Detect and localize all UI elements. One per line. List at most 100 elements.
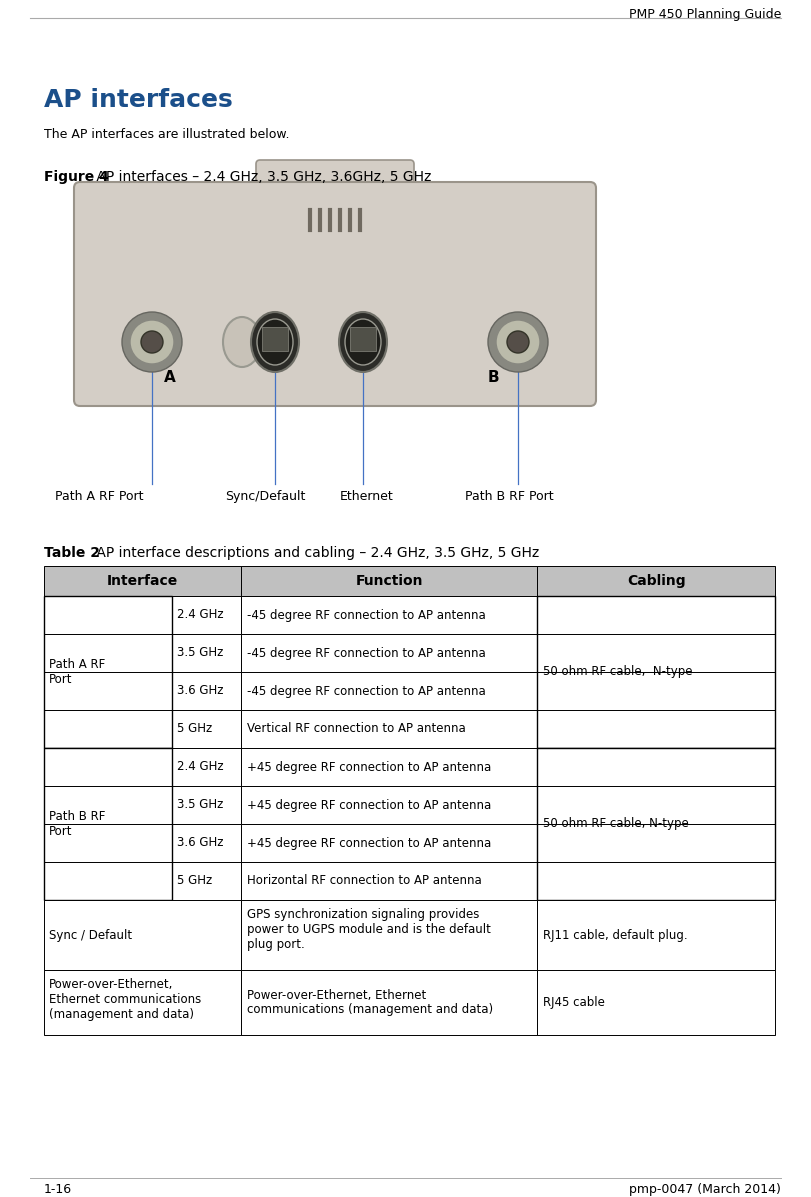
Bar bbox=[538, 970, 775, 1035]
Bar bbox=[242, 672, 538, 710]
Text: pmp-0047 (March 2014): pmp-0047 (March 2014) bbox=[629, 1183, 781, 1196]
Bar bbox=[538, 596, 775, 634]
Bar bbox=[242, 786, 538, 824]
Text: Interface: Interface bbox=[107, 575, 178, 588]
FancyBboxPatch shape bbox=[256, 160, 414, 198]
Text: AP interface descriptions and cabling – 2.4 GHz, 3.5 GHz, 5 GHz: AP interface descriptions and cabling – … bbox=[92, 546, 539, 560]
Bar bbox=[538, 748, 775, 900]
Circle shape bbox=[496, 320, 540, 364]
Text: 5 GHz: 5 GHz bbox=[177, 723, 212, 735]
Bar bbox=[242, 634, 538, 672]
Bar bbox=[242, 824, 538, 862]
Text: 5 GHz: 5 GHz bbox=[177, 875, 212, 887]
Circle shape bbox=[488, 312, 548, 372]
Text: 1-16: 1-16 bbox=[44, 1183, 72, 1196]
Bar bbox=[242, 710, 538, 748]
Ellipse shape bbox=[223, 317, 261, 367]
Bar bbox=[44, 672, 172, 710]
Text: -45 degree RF connection to AP antenna: -45 degree RF connection to AP antenna bbox=[247, 608, 486, 621]
Text: Power-over-Ethernet,
Ethernet communications
(management and data): Power-over-Ethernet, Ethernet communicat… bbox=[49, 978, 201, 1021]
Text: GPS synchronization signaling provides
power to UGPS module and is the default
p: GPS synchronization signaling provides p… bbox=[247, 909, 491, 950]
Text: RJ11 cable, default plug.: RJ11 cable, default plug. bbox=[543, 929, 688, 942]
Text: -45 degree RF connection to AP antenna: -45 degree RF connection to AP antenna bbox=[247, 646, 486, 660]
Bar bbox=[44, 596, 172, 748]
Bar bbox=[262, 327, 288, 351]
Bar bbox=[172, 862, 242, 900]
Bar bbox=[88, 305, 582, 390]
Text: Path A RF
Port: Path A RF Port bbox=[49, 658, 105, 686]
Text: AP interfaces – 2.4 GHz, 3.5 GHz, 3.6GHz, 5 GHz: AP interfaces – 2.4 GHz, 3.5 GHz, 3.6GHz… bbox=[92, 170, 431, 184]
Bar bbox=[44, 748, 172, 900]
Text: +45 degree RF connection to AP antenna: +45 degree RF connection to AP antenna bbox=[247, 798, 491, 812]
Text: Ethernet: Ethernet bbox=[340, 490, 394, 503]
Bar bbox=[538, 824, 775, 862]
Text: +45 degree RF connection to AP antenna: +45 degree RF connection to AP antenna bbox=[247, 837, 491, 850]
Text: 3.5 GHz: 3.5 GHz bbox=[177, 646, 223, 660]
Text: 50 ohm RF cable,  N-type: 50 ohm RF cable, N-type bbox=[543, 666, 693, 679]
Bar bbox=[538, 710, 775, 748]
Bar bbox=[44, 596, 172, 634]
Bar bbox=[538, 862, 775, 900]
Bar bbox=[44, 970, 242, 1035]
Text: Vertical RF connection to AP antenna: Vertical RF connection to AP antenna bbox=[247, 723, 466, 735]
Bar bbox=[172, 596, 242, 634]
Bar bbox=[538, 566, 775, 596]
Ellipse shape bbox=[345, 318, 381, 365]
Text: Sync/Default: Sync/Default bbox=[225, 490, 306, 503]
Bar bbox=[538, 748, 775, 786]
Bar bbox=[44, 786, 172, 824]
Bar bbox=[242, 862, 538, 900]
Bar bbox=[44, 710, 172, 748]
Text: Sync / Default: Sync / Default bbox=[49, 929, 132, 942]
Bar bbox=[538, 786, 775, 824]
Text: Path B RF
Port: Path B RF Port bbox=[49, 810, 105, 838]
Bar bbox=[44, 862, 172, 900]
Bar bbox=[242, 900, 538, 970]
Circle shape bbox=[507, 332, 529, 353]
FancyBboxPatch shape bbox=[74, 182, 596, 406]
Text: The AP interfaces are illustrated below.: The AP interfaces are illustrated below. bbox=[44, 128, 290, 141]
Text: Path A RF Port: Path A RF Port bbox=[55, 490, 144, 503]
Bar bbox=[44, 824, 172, 862]
Ellipse shape bbox=[339, 312, 387, 372]
Bar bbox=[538, 634, 775, 672]
Circle shape bbox=[130, 320, 174, 364]
Text: -45 degree RF connection to AP antenna: -45 degree RF connection to AP antenna bbox=[247, 685, 486, 698]
Text: AP interfaces: AP interfaces bbox=[44, 89, 233, 113]
Text: 3.5 GHz: 3.5 GHz bbox=[177, 798, 223, 812]
Circle shape bbox=[122, 312, 182, 372]
Bar bbox=[172, 710, 242, 748]
Text: PMP 450 Planning Guide: PMP 450 Planning Guide bbox=[629, 8, 781, 22]
Bar bbox=[44, 900, 242, 970]
Bar bbox=[44, 748, 172, 786]
Text: Cabling: Cabling bbox=[627, 575, 685, 588]
Bar bbox=[172, 786, 242, 824]
Text: 2.4 GHz: 2.4 GHz bbox=[177, 760, 224, 773]
Text: +45 degree RF connection to AP antenna: +45 degree RF connection to AP antenna bbox=[247, 760, 491, 773]
Bar bbox=[172, 634, 242, 672]
Bar bbox=[242, 970, 538, 1035]
Text: 50 ohm RF cable, N-type: 50 ohm RF cable, N-type bbox=[543, 818, 689, 831]
Text: 3.6 GHz: 3.6 GHz bbox=[177, 685, 223, 698]
Bar bbox=[172, 824, 242, 862]
Text: Power-over-Ethernet, Ethernet
communications (management and data): Power-over-Ethernet, Ethernet communicat… bbox=[247, 989, 494, 1016]
Circle shape bbox=[141, 332, 163, 353]
Bar bbox=[538, 900, 775, 970]
Text: 2.4 GHz: 2.4 GHz bbox=[177, 608, 224, 621]
Text: B: B bbox=[488, 370, 500, 385]
Bar bbox=[242, 748, 538, 786]
Text: Table 2: Table 2 bbox=[44, 546, 100, 560]
Bar bbox=[350, 327, 376, 351]
Bar bbox=[242, 596, 538, 634]
Text: Path B RF Port: Path B RF Port bbox=[465, 490, 554, 503]
Bar bbox=[242, 566, 538, 596]
Text: RJ45 cable: RJ45 cable bbox=[543, 996, 605, 1009]
Bar bbox=[172, 748, 242, 786]
Bar bbox=[538, 596, 775, 748]
Bar bbox=[172, 672, 242, 710]
Ellipse shape bbox=[257, 318, 293, 365]
Text: 3.6 GHz: 3.6 GHz bbox=[177, 837, 223, 850]
Text: Function: Function bbox=[356, 575, 423, 588]
Bar bbox=[44, 566, 242, 596]
Ellipse shape bbox=[251, 312, 299, 372]
